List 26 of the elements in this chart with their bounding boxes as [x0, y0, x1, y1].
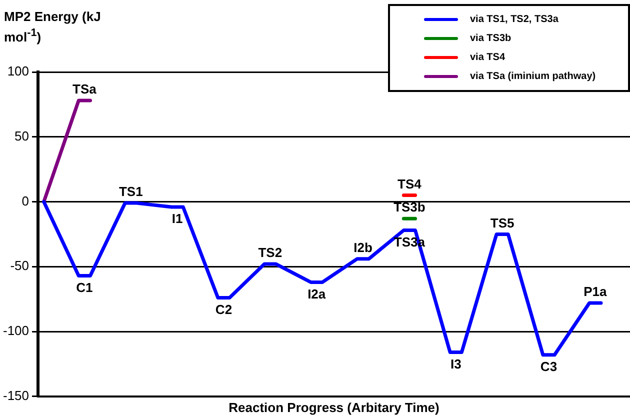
annotation: C2 [215, 302, 232, 317]
y-tick-label: -50 [10, 258, 30, 274]
legend-label: via TS1, TS2, TS3a [470, 14, 558, 25]
annotation: TSa [72, 82, 98, 97]
annotation: I3 [450, 356, 462, 372]
annotation: P1a [584, 284, 608, 300]
annotation: I2a [308, 286, 326, 302]
annotation: I2b [354, 240, 372, 255]
annotation: I1 [172, 211, 183, 226]
annotation: TS4 [398, 176, 422, 192]
y-tick-label: -100 [2, 323, 30, 338]
annotation: TS1 [118, 184, 143, 200]
x-axis-title: Reaction Progress (Arbitary Time) [228, 400, 440, 415]
legend-label: via TS3b [470, 33, 512, 44]
annotation: C1 [76, 280, 93, 295]
legend-label: via TSa (iminium pathway) [470, 71, 596, 82]
annotation: TS5 [490, 215, 514, 230]
annotation: C3 [540, 358, 558, 374]
annotation: TS3b [394, 200, 426, 215]
legend-label: via TS4 [470, 52, 506, 63]
annotation: TS2 [258, 245, 282, 260]
y-axis-title: MP2 Energy (kJ mol$^{-1}$) [4, 8, 102, 46]
y-tick-label: 100 [7, 64, 30, 79]
y-tick-label: 0 [22, 193, 30, 208]
y-tick-label: 50 [14, 128, 30, 144]
y-tick-label: -150 [2, 388, 30, 403]
